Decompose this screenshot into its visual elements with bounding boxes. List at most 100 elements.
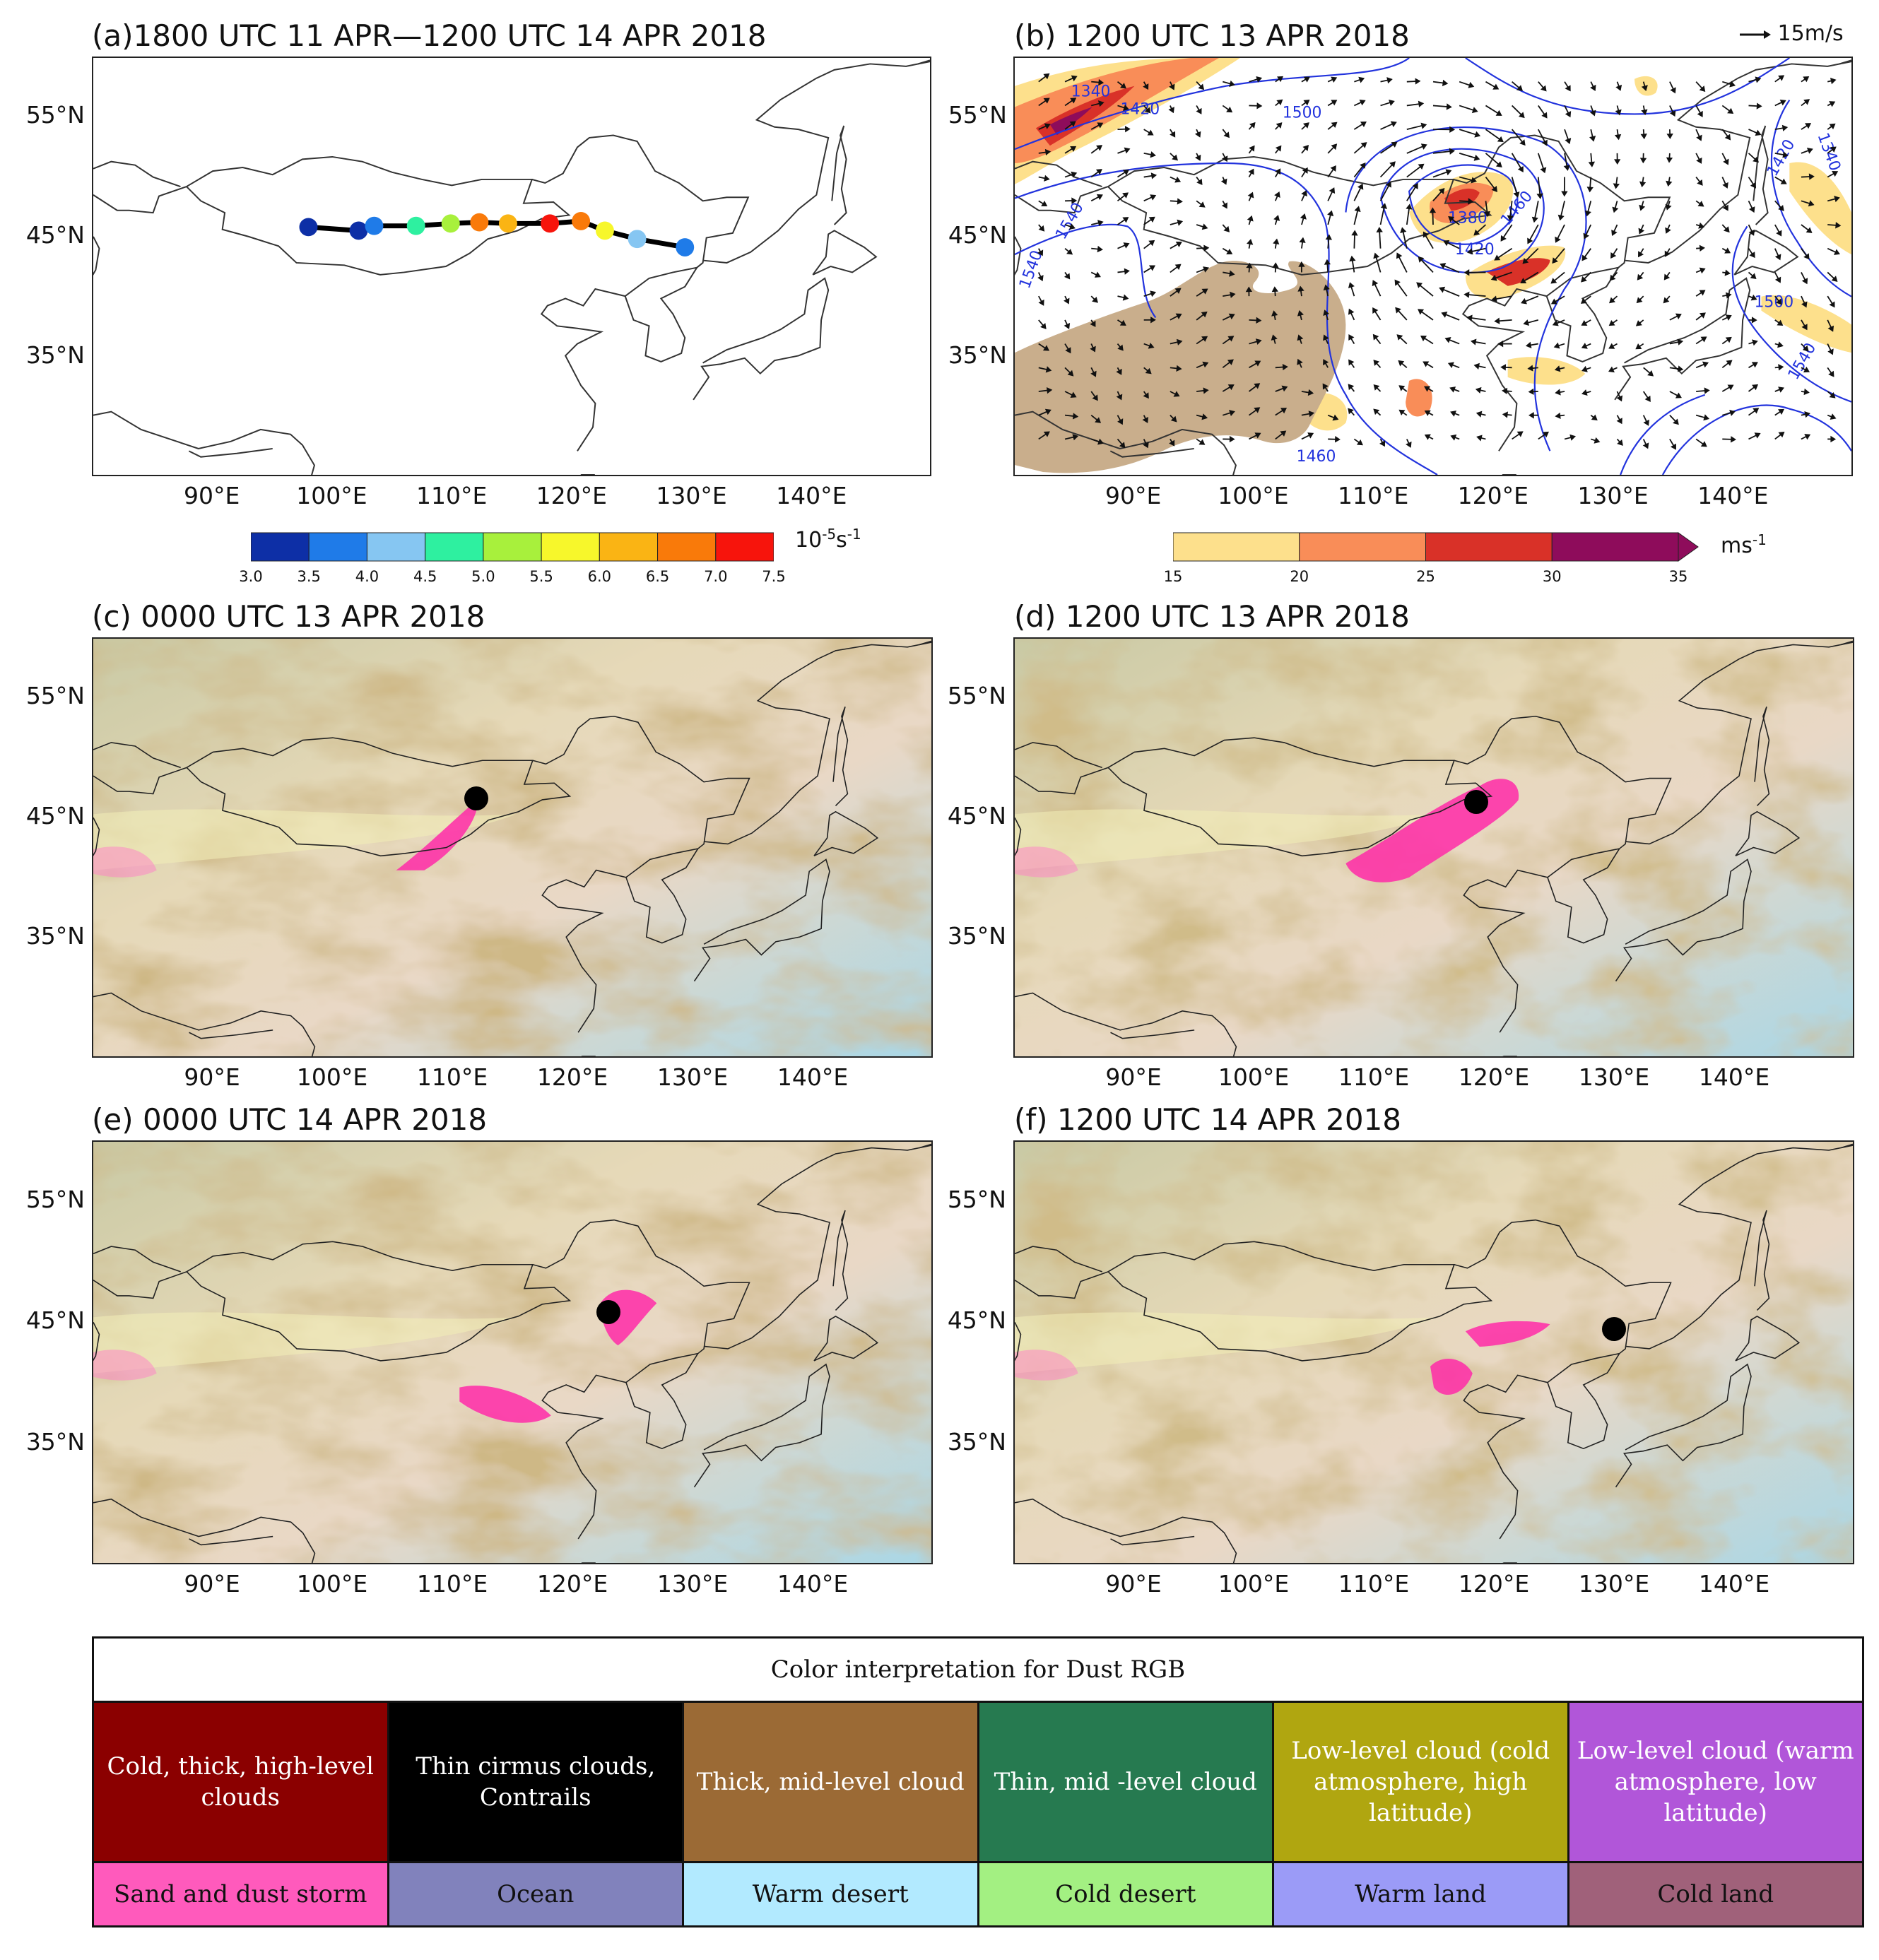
wind-arrow-head xyxy=(1803,388,1810,396)
track-point xyxy=(498,214,517,233)
wind-arrow-head xyxy=(1476,435,1483,442)
wind-arrow-head xyxy=(1723,158,1729,165)
wind-arrow-head xyxy=(1722,182,1728,189)
wind-arrow-head xyxy=(1221,202,1227,209)
wind-arrow-head xyxy=(1612,206,1619,213)
wind-arrow-head xyxy=(1395,307,1401,314)
map-panel-a xyxy=(92,57,931,476)
lon-label: 90°E xyxy=(1105,1570,1162,1598)
wind-arrow-head xyxy=(1608,319,1615,326)
wind-arrow-head xyxy=(1097,438,1104,445)
wind-arrow-head xyxy=(1247,239,1254,245)
wind-arrow-head xyxy=(1670,443,1676,450)
wind-arrow-head xyxy=(1565,85,1571,92)
border-line xyxy=(186,1241,572,1362)
wind-arrow-head xyxy=(1412,182,1418,189)
wind-arrow-head xyxy=(1782,151,1789,158)
wind-arrow-head xyxy=(1356,439,1363,446)
wind-arrow-head xyxy=(1297,334,1304,341)
wind-arrow-head xyxy=(1806,227,1813,233)
wind-arrow-head xyxy=(1273,215,1280,221)
lon-label: 110°E xyxy=(1338,1063,1410,1091)
border-line xyxy=(1015,1498,1237,1563)
wind-arrow-head xyxy=(1491,185,1497,192)
wind-arrow-head xyxy=(1143,83,1149,90)
wind-arrow-head xyxy=(1827,348,1834,355)
colorbar-segment xyxy=(1551,532,1679,562)
border-line xyxy=(1735,810,1801,857)
map-b-canvas: 1340 1420 1500 1540 1380 1420 1460 1420 … xyxy=(1015,58,1851,475)
border-line xyxy=(813,1316,879,1362)
wind-arrow-head xyxy=(1406,441,1412,448)
wind-arrow-head xyxy=(1729,409,1736,416)
lon-label: 130°E xyxy=(656,1570,729,1598)
wind-arrow-head xyxy=(1297,358,1303,365)
wind-arrow-head xyxy=(1531,216,1538,223)
wind-arrow-head xyxy=(1249,122,1256,129)
panel-d-title: (d) 1200 UTC 13 APR 2018 xyxy=(1014,599,1410,634)
wind-arrow-head xyxy=(1473,154,1480,161)
lon-label: 120°E xyxy=(1457,482,1529,509)
wind-arrow-head xyxy=(1175,242,1182,247)
lat-label: 55°N xyxy=(947,1185,1006,1213)
map-a-canvas xyxy=(93,58,930,475)
wind-arrow-head xyxy=(1297,285,1304,292)
colorbar-segment xyxy=(599,532,659,562)
wind-arrow-head xyxy=(1170,131,1176,138)
wind-arrow-head xyxy=(1473,362,1480,370)
wind-arrow-head xyxy=(1372,333,1379,341)
wind-arrow-head xyxy=(1492,83,1500,90)
colorbar-tick: 4.5 xyxy=(413,568,437,585)
border-line xyxy=(93,817,100,856)
lon-label: 120°E xyxy=(536,1570,608,1598)
wind-arrow-head xyxy=(1064,297,1070,305)
wind-arrow-head xyxy=(1444,336,1451,343)
lon-label: 100°E xyxy=(1218,1063,1290,1091)
wind-arrow-head xyxy=(1528,412,1534,419)
wind-arrow-head xyxy=(1335,436,1341,443)
lon-label: 130°E xyxy=(1578,1063,1650,1091)
wind-arrow-head xyxy=(1202,361,1209,368)
wind-arrow-head xyxy=(1542,431,1549,438)
wind-arrow-head xyxy=(1194,131,1201,138)
wind-arrow-head xyxy=(1092,394,1098,401)
wind-arrow-head xyxy=(1727,107,1734,114)
legend-cell: Cold land xyxy=(1567,1860,1864,1928)
border-line xyxy=(625,848,699,944)
wind-arrow-head xyxy=(1223,131,1230,138)
wind-arrow-head xyxy=(1066,249,1073,255)
wind-arrow-head xyxy=(1203,266,1210,273)
wind-arrow-head xyxy=(1143,442,1149,449)
wind-arrow-head xyxy=(1491,295,1497,302)
wind-arrow-head xyxy=(1723,226,1730,233)
height-contours xyxy=(1015,58,1851,475)
border-line xyxy=(1545,267,1620,362)
wind-arrow-head xyxy=(1148,216,1155,223)
wind-arrow-head xyxy=(1450,434,1457,441)
satellite-image xyxy=(1015,1142,1853,1563)
wind-arrow-head xyxy=(1097,220,1104,227)
wind-arrow-head xyxy=(1803,366,1810,373)
wind-arrow-head xyxy=(1422,231,1429,238)
wind-arrow-head xyxy=(1830,435,1837,443)
wind-arrow-head xyxy=(1777,319,1784,326)
colorbar-tick: 4.0 xyxy=(355,568,379,585)
wind-arrow-head xyxy=(1173,391,1180,397)
wind-arrow-head xyxy=(1447,362,1454,369)
track-point xyxy=(541,214,560,233)
border-line xyxy=(1015,236,1022,276)
lon-label: 100°E xyxy=(296,1063,368,1091)
border-line xyxy=(1547,848,1620,944)
wind-arrow-head xyxy=(1552,257,1558,264)
dust-rgb-legend: Color interpretation for Dust RGB Cold, … xyxy=(92,1636,1864,1928)
wind-arrow-head xyxy=(1804,411,1810,418)
wind-arrow-head xyxy=(1307,389,1314,396)
wind-arrow-head xyxy=(1068,223,1076,230)
wind-arrow-head xyxy=(1808,200,1815,207)
wind-arrow-head xyxy=(1424,386,1431,392)
satellite-image xyxy=(93,639,931,1056)
wind-arrow-head xyxy=(1525,341,1532,348)
wind-arrow-head xyxy=(1698,222,1704,229)
wind-arrow-head xyxy=(1226,106,1233,113)
wind-arrow-head xyxy=(1275,168,1281,175)
